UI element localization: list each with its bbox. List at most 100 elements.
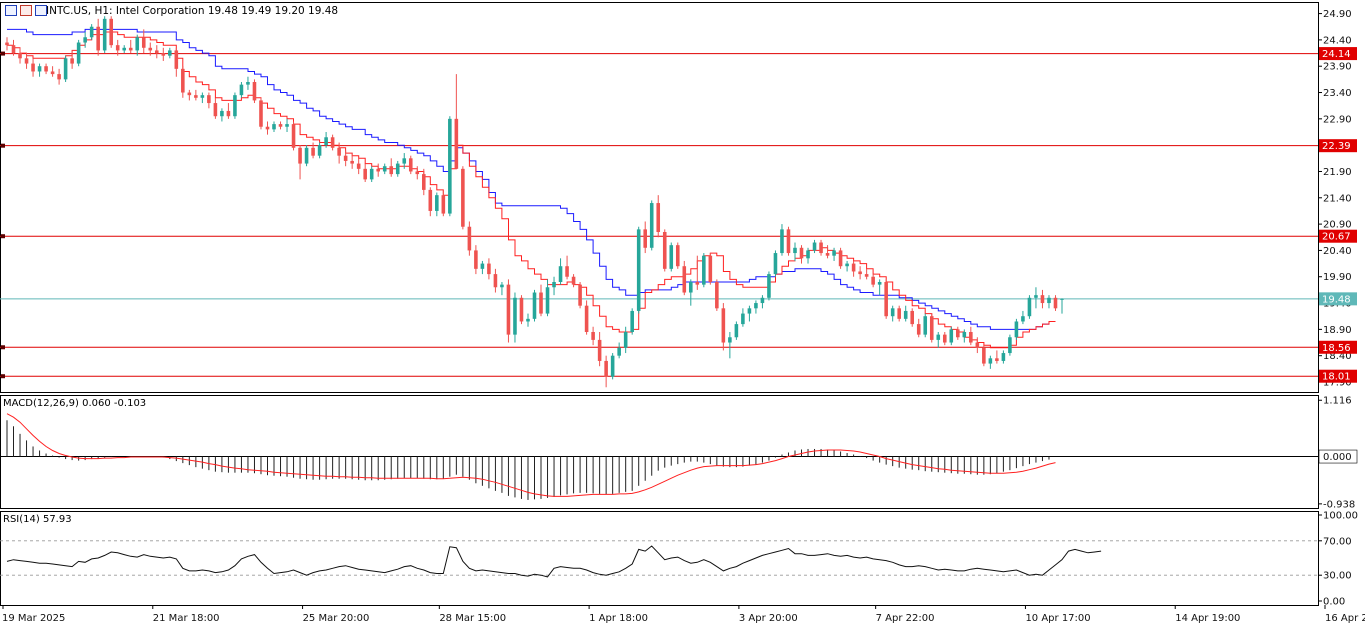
candle-body <box>1040 295 1045 304</box>
level-anchor-icon[interactable] <box>1 345 5 350</box>
candle-body <box>330 137 335 148</box>
candle-body <box>962 332 967 338</box>
candle-body <box>1060 298 1064 300</box>
candle-body <box>617 347 621 356</box>
candle-body <box>487 263 491 275</box>
candle-body <box>461 168 465 227</box>
candle-body <box>63 58 68 80</box>
candle-body <box>630 310 634 332</box>
candle-body <box>474 250 478 269</box>
candle-body <box>923 316 928 335</box>
chart-bars-icon[interactable] <box>5 5 17 16</box>
candle-body <box>161 53 166 56</box>
candle-body <box>480 263 485 269</box>
x-tick-label: 7 Apr 22:00 <box>876 613 935 624</box>
candle-body <box>1014 321 1019 338</box>
candle-body <box>11 45 16 54</box>
candle-body <box>877 282 882 285</box>
candle-body <box>526 318 530 322</box>
candle-body <box>519 297 524 322</box>
level-anchor-icon[interactable] <box>1 374 5 379</box>
candle-body <box>18 53 22 59</box>
candle-body <box>728 337 732 343</box>
rsi-y-tick-label: 100.00 <box>1323 511 1358 522</box>
x-tick-label: 16 Apr 21:00 <box>1325 613 1365 624</box>
level-price-label: 22.39 <box>1322 141 1351 152</box>
level-anchor-icon[interactable] <box>1 51 5 56</box>
candle-body <box>5 42 9 46</box>
candle-body <box>936 334 941 340</box>
chart-line-icon[interactable] <box>35 5 47 16</box>
candle-body <box>539 292 543 314</box>
candle-body <box>760 297 765 304</box>
y-tick-label: 22.90 <box>1323 114 1352 125</box>
candle-body <box>799 247 804 259</box>
candle-body <box>24 58 29 64</box>
candle-body <box>1001 353 1006 361</box>
level-price-label: 24.14 <box>1322 49 1351 60</box>
y-tick-label: 18.40 <box>1323 351 1352 362</box>
candle-body <box>207 95 211 104</box>
candle-body <box>194 95 198 98</box>
candle-body <box>500 284 504 288</box>
candle-body <box>395 163 400 175</box>
candle-body <box>715 282 719 309</box>
candle-body <box>995 358 999 361</box>
candle-body <box>187 92 192 96</box>
candle-body <box>702 255 706 285</box>
x-tick-label: 3 Apr 20:00 <box>739 613 798 624</box>
candle-body <box>949 329 954 343</box>
candle-body <box>259 100 263 127</box>
rsi-label: RSI(14) 57.93 <box>3 514 72 525</box>
x-tick-label: 25 Mar 20:00 <box>303 613 370 624</box>
y-tick-label: 24.90 <box>1323 9 1352 20</box>
level-anchor-icon[interactable] <box>1 234 5 239</box>
rsi-y-tick-label: 0.00 <box>1323 597 1345 608</box>
candle-body <box>890 308 895 317</box>
candle-body <box>115 45 120 51</box>
candle-body <box>343 155 348 161</box>
candle-body <box>324 137 328 146</box>
candle-body <box>291 124 296 148</box>
candle-body <box>304 147 309 164</box>
x-tick-label: 28 Mar 15:00 <box>439 613 506 624</box>
candle-body <box>825 253 830 256</box>
y-tick-label: 23.90 <box>1323 62 1352 73</box>
candle-body <box>369 168 374 180</box>
candle-body <box>389 166 394 175</box>
candle-body <box>571 276 576 285</box>
candle-body <box>636 229 641 311</box>
candle-body <box>1034 295 1038 298</box>
candle-body <box>812 242 817 251</box>
candle-body <box>415 171 420 175</box>
candle-body <box>37 66 42 72</box>
candle-body <box>148 47 153 51</box>
candle-body <box>141 37 146 48</box>
candle-body <box>956 329 960 338</box>
level-price-label: 20.67 <box>1322 232 1351 243</box>
candle-body <box>623 332 628 348</box>
macd-y-tick-label: -0.938 <box>1323 499 1355 510</box>
candle-body <box>506 284 511 335</box>
chart-candles-icon[interactable] <box>20 5 32 16</box>
y-tick-label: 21.90 <box>1323 167 1352 178</box>
candle-body <box>174 50 179 69</box>
candle-body <box>597 339 602 361</box>
rsi-y-tick-label: 30.00 <box>1323 571 1352 582</box>
candle-body <box>31 63 35 72</box>
level-price-badge <box>1319 340 1357 354</box>
candle-body <box>226 110 231 117</box>
candle-body <box>350 160 354 164</box>
main-pane-frame <box>0 2 1319 393</box>
candle-body <box>767 274 771 298</box>
candle-body <box>102 18 107 51</box>
candle-body <box>584 305 589 332</box>
candle-body <box>845 263 849 267</box>
candle-body <box>57 74 61 80</box>
candle-body <box>1047 297 1051 304</box>
level-anchor-icon[interactable] <box>1 143 5 148</box>
candle-body <box>780 229 784 254</box>
candle-body <box>168 50 172 56</box>
candle-body <box>435 195 439 211</box>
candle-body <box>454 118 459 169</box>
